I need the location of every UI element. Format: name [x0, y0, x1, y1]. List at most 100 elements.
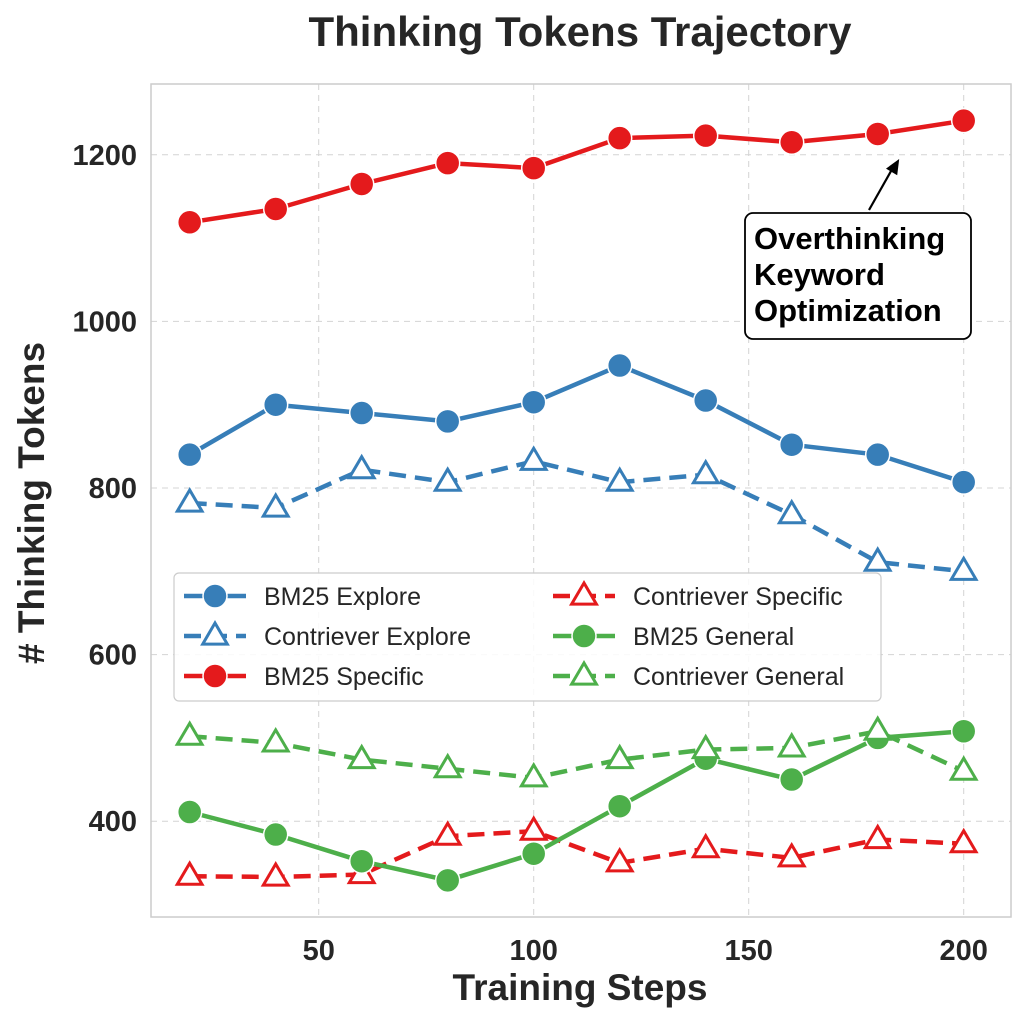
series-bm25-explore	[176, 352, 977, 495]
data-point-contriever-general	[862, 715, 893, 741]
data-point-bm25-general	[520, 840, 547, 867]
data-point-contriever-general	[776, 731, 807, 758]
data-point-contriever-specific	[432, 820, 463, 846]
data-point-bm25-general	[348, 848, 375, 874]
annotation-text: Optimization	[754, 293, 942, 328]
series-line-contriever-specific	[189, 828, 964, 880]
series-contriever-explore	[174, 445, 979, 581]
plot-frame	[150, 83, 1012, 918]
data-point-bm25-explore	[864, 441, 891, 468]
data-point-bm25-explore	[262, 391, 289, 418]
data-point-bm25-specific	[950, 107, 977, 134]
series-bm25-specific	[176, 107, 977, 236]
data-point-bm25-explore	[176, 441, 203, 468]
chart-title: Thinking Tokens Trajectory	[308, 8, 852, 55]
series-contriever-general	[174, 715, 979, 788]
data-point-contriever-general	[432, 752, 463, 779]
legend-marker-bm25-explore	[202, 583, 228, 609]
legend-label-bm25-specific: BM25 Specific	[264, 663, 424, 691]
y-tick-label: 600	[89, 640, 137, 672]
data-point-bm25-explore	[434, 408, 461, 435]
series-line-bm25-general	[189, 728, 964, 883]
series-line-contriever-explore	[189, 459, 964, 574]
data-point-bm25-explore	[692, 387, 719, 414]
legend: BM25 Explore Contriever Explore BM25 Speci…	[173, 572, 882, 702]
legend-item-contriever-specific: Contriever Specific	[553, 580, 843, 611]
data-point-contriever-explore	[604, 466, 635, 492]
series-line-contriever-general	[189, 728, 965, 781]
data-point-bm25-general	[606, 793, 633, 819]
data-point-contriever-specific	[260, 861, 291, 887]
data-point-bm25-general	[176, 799, 203, 825]
legend-label-contriever-specific: Contriever Specific	[633, 583, 843, 611]
data-point-bm25-specific	[434, 150, 461, 176]
legend-marker-contriever-specific	[568, 580, 600, 606]
data-point-contriever-explore	[776, 498, 807, 525]
data-point-bm25-specific	[176, 209, 203, 236]
x-tick-label: 100	[510, 935, 558, 967]
data-point-contriever-general	[604, 743, 635, 770]
series-lines	[174, 107, 979, 894]
series-line-bm25-explore	[188, 363, 965, 485]
data-point-contriever-general	[260, 726, 291, 753]
legend-item-contriever-general: Contriever General	[553, 660, 844, 691]
x-tick-label: 150	[725, 935, 773, 967]
axis-ticks: 50 100 150 200 400 600 800 1000 1200	[72, 140, 987, 967]
annotation-arrow	[868, 168, 894, 211]
annotation-arrowhead	[886, 159, 900, 176]
data-point-contriever-explore	[346, 453, 377, 480]
annotation-box	[744, 212, 972, 340]
data-point-contriever-explore	[862, 546, 893, 572]
annotation-text: Overthinking	[754, 221, 945, 256]
legend-item-bm25-general: BM25 General	[553, 623, 794, 651]
data-point-contriever-general	[518, 761, 549, 788]
y-axis-label: # Thinking Tokens	[11, 342, 52, 664]
legend-box	[173, 572, 882, 702]
legend-label-contriever-explore: Contriever Explore	[264, 623, 471, 651]
data-point-contriever-general	[346, 743, 377, 770]
legend-label-bm25-explore: BM25 Explore	[264, 583, 421, 611]
data-point-contriever-specific	[690, 832, 721, 859]
legend-marker-contriever-general	[568, 660, 600, 686]
y-tick-label: 1200	[72, 140, 137, 172]
data-point-bm25-specific	[864, 121, 891, 147]
data-point-contriever-specific	[948, 827, 979, 854]
y-tick-label: 800	[89, 473, 137, 505]
data-point-contriever-specific	[776, 841, 807, 868]
data-point-bm25-explore	[606, 352, 633, 379]
data-point-contriever-specific	[518, 815, 549, 841]
legend-label-bm25-general: BM25 General	[633, 623, 794, 651]
x-tick-label: 50	[303, 935, 335, 967]
data-point-bm25-general	[778, 766, 805, 793]
data-point-contriever-specific	[862, 823, 893, 850]
y-tick-label: 1000	[72, 306, 137, 338]
data-point-contriever-explore	[948, 555, 979, 581]
legend-marker-bm25-general	[571, 623, 597, 649]
data-point-bm25-specific	[692, 122, 719, 149]
data-point-bm25-explore	[348, 400, 375, 426]
data-point-contriever-explore	[174, 487, 205, 513]
data-point-contriever-specific	[174, 860, 205, 886]
legend-marker-contriever-explore	[200, 620, 230, 646]
data-point-contriever-general	[174, 720, 205, 746]
data-point-bm25-specific	[262, 196, 289, 222]
data-point-bm25-specific	[778, 129, 805, 156]
series-line-bm25-specific	[189, 118, 965, 225]
series-contriever-specific	[174, 815, 979, 887]
data-point-bm25-specific	[606, 125, 633, 151]
data-point-bm25-specific	[520, 155, 547, 181]
data-point-contriever-general	[690, 733, 721, 760]
data-point-bm25-general	[434, 867, 461, 894]
legend-label-contriever-general: Contriever General	[633, 663, 844, 691]
data-point-contriever-explore	[432, 466, 463, 492]
data-point-contriever-specific	[604, 846, 635, 873]
data-point-bm25-explore	[778, 431, 805, 458]
x-axis-label: Training Steps	[453, 967, 708, 1008]
data-point-contriever-explore	[260, 492, 291, 518]
data-point-contriever-explore	[518, 445, 549, 471]
data-point-bm25-explore	[950, 469, 977, 495]
legend-marker-bm25-specific	[202, 663, 228, 689]
data-point-bm25-general	[950, 718, 977, 744]
data-point-contriever-general	[948, 755, 979, 781]
